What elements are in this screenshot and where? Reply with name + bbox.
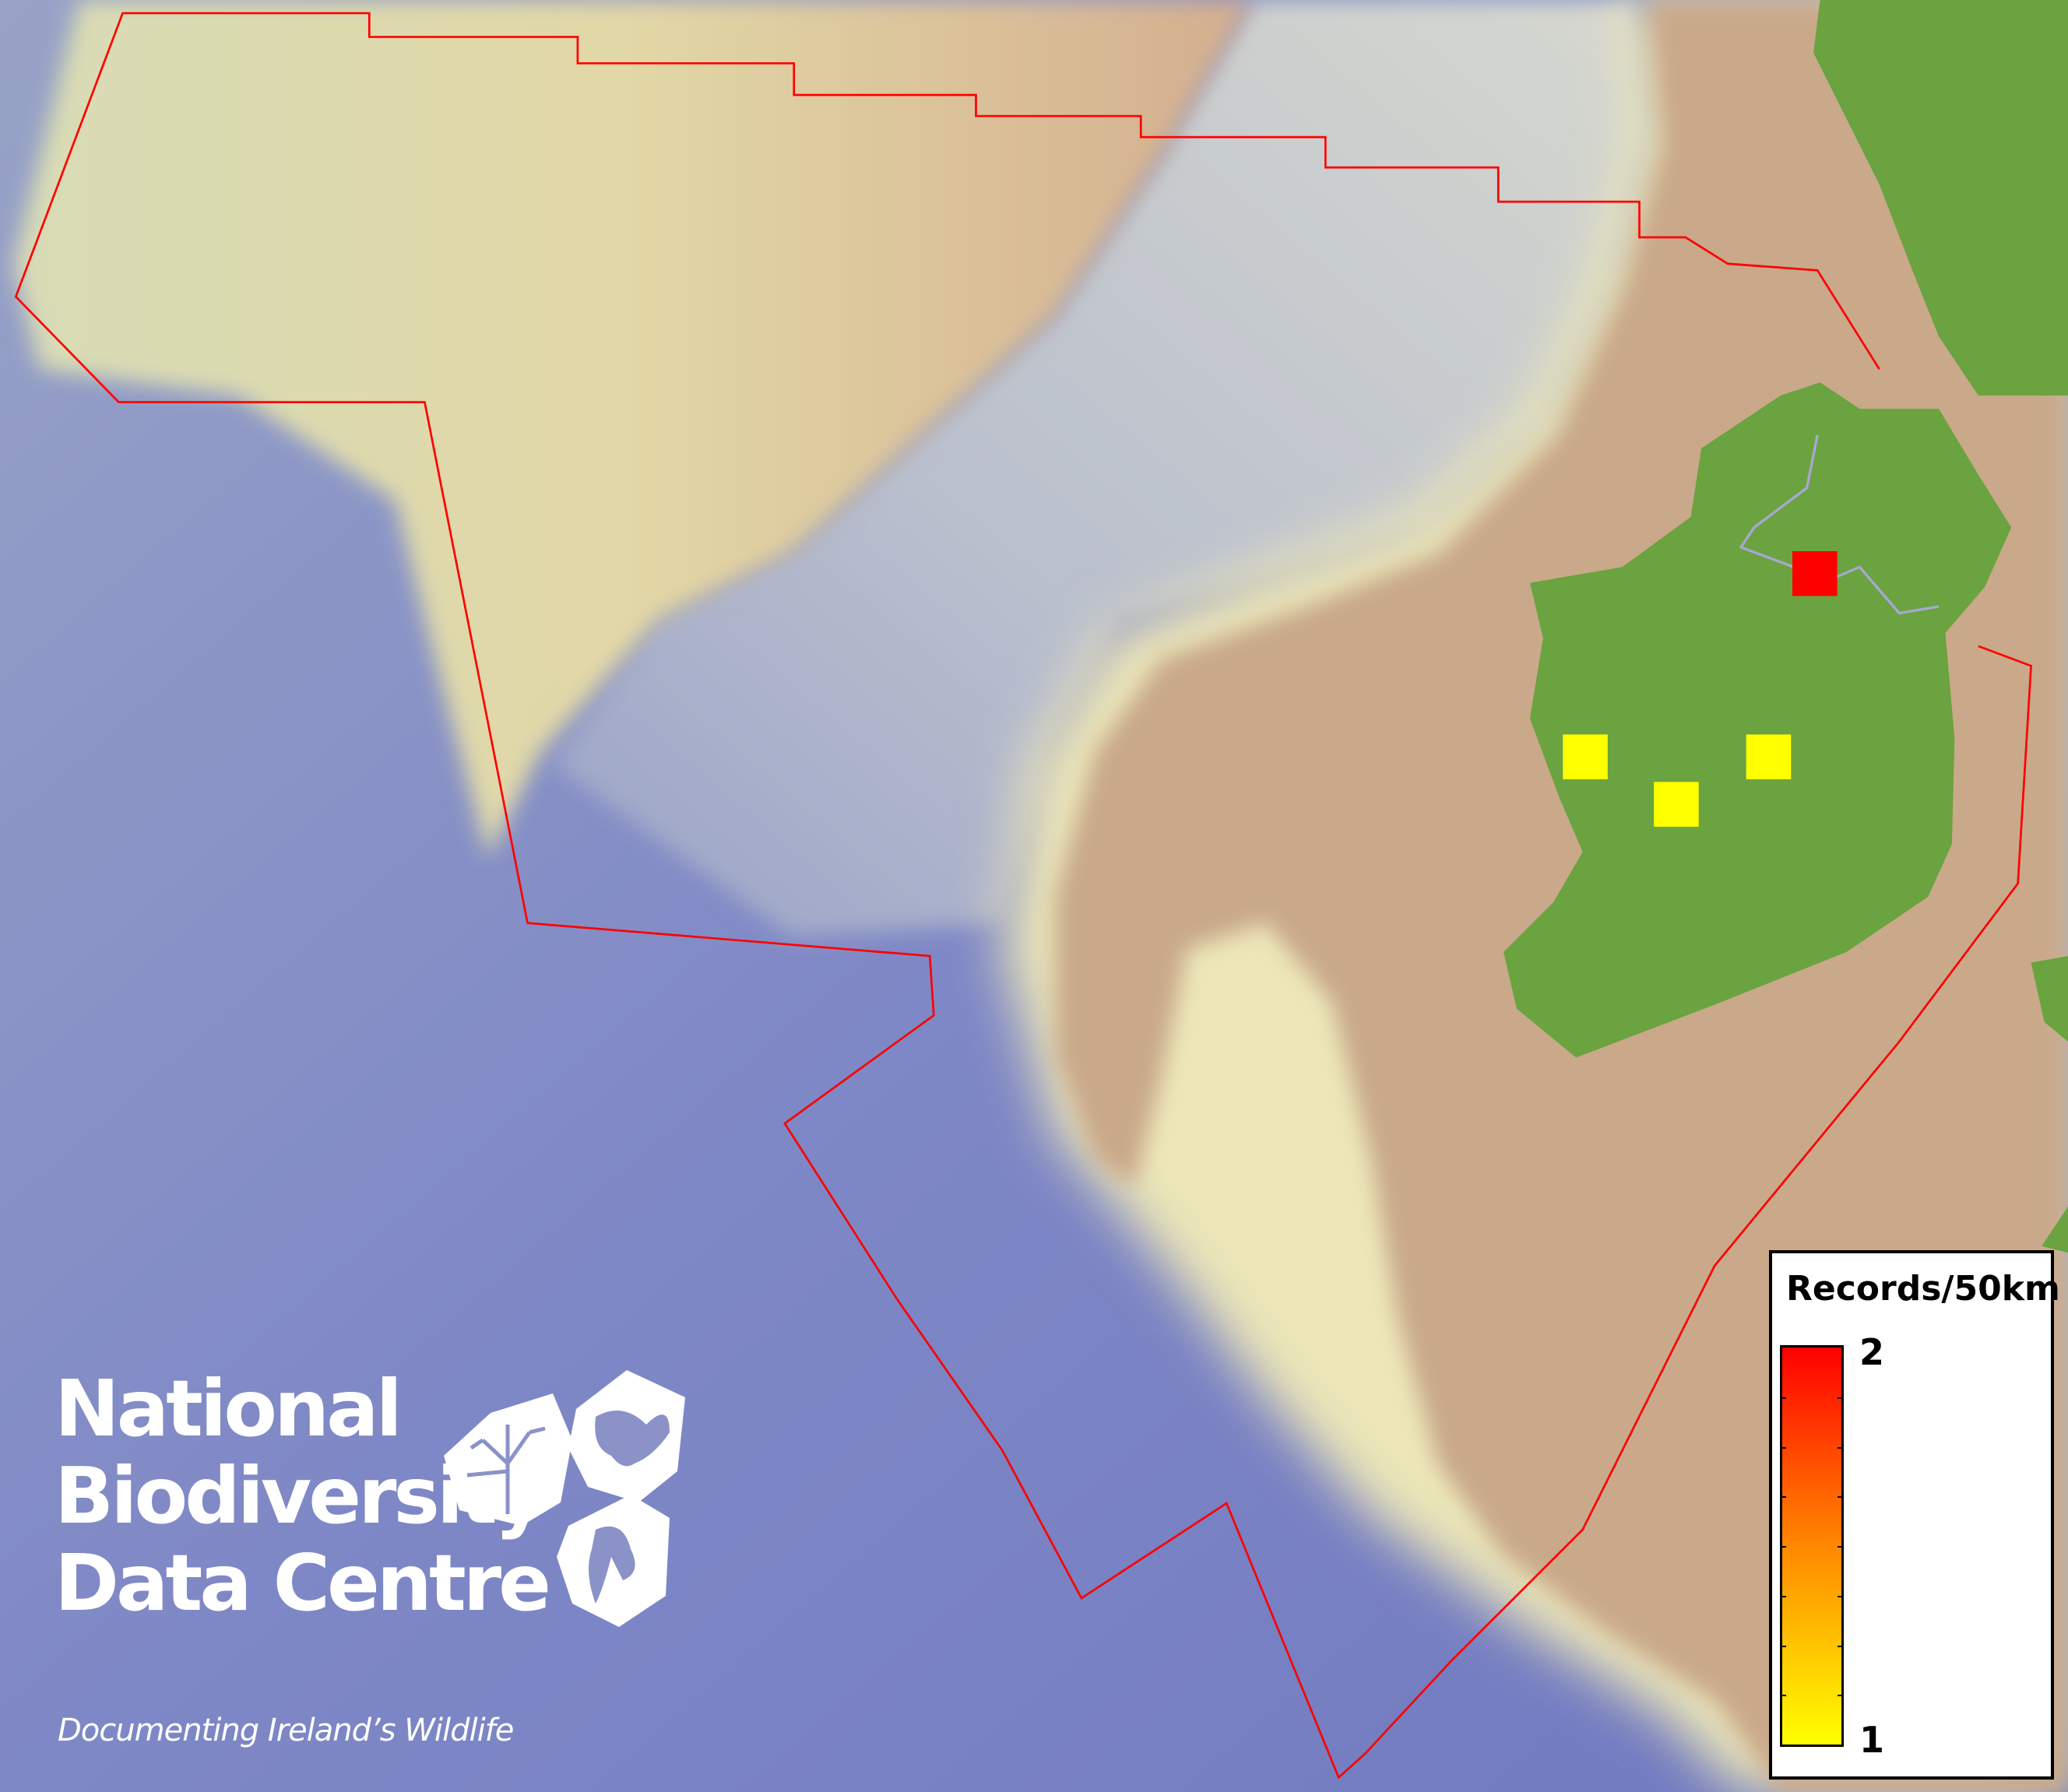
seahorse-icon (557, 1495, 670, 1627)
rockall-trough (554, 0, 1649, 936)
porcupine-bank (12, 0, 1254, 858)
ireland-land (1504, 382, 2012, 1058)
legend-min-label: 1 (1859, 1719, 1885, 1761)
record-cell (1746, 734, 1792, 780)
record-cell (1792, 551, 1838, 596)
cornwall-land (2042, 1206, 2068, 1253)
logo-line-3: Data Centre (55, 1537, 551, 1629)
logo-line-1: National (55, 1363, 403, 1454)
legend-max-label: 2 (1859, 1331, 1885, 1373)
record-cell (1654, 782, 1699, 827)
legend: Records/50km 2 1 (1769, 1250, 2060, 1780)
wales-land (2031, 956, 2068, 1042)
logo-tagline: Documenting Ireland’s Wildlife (58, 1713, 514, 1748)
tree-icon (444, 1393, 572, 1526)
boundary-line (14, 12, 2032, 1780)
butterfly-icon (568, 1370, 685, 1502)
record-cell (1563, 734, 1608, 780)
nbdc-logo: National Biodiversity Data Centre Docume… (55, 1370, 724, 1775)
legend-color-bar (1780, 1345, 1844, 1747)
legend-title: Records/50km (1786, 1269, 2060, 1309)
scotland-land (1813, 0, 2068, 396)
